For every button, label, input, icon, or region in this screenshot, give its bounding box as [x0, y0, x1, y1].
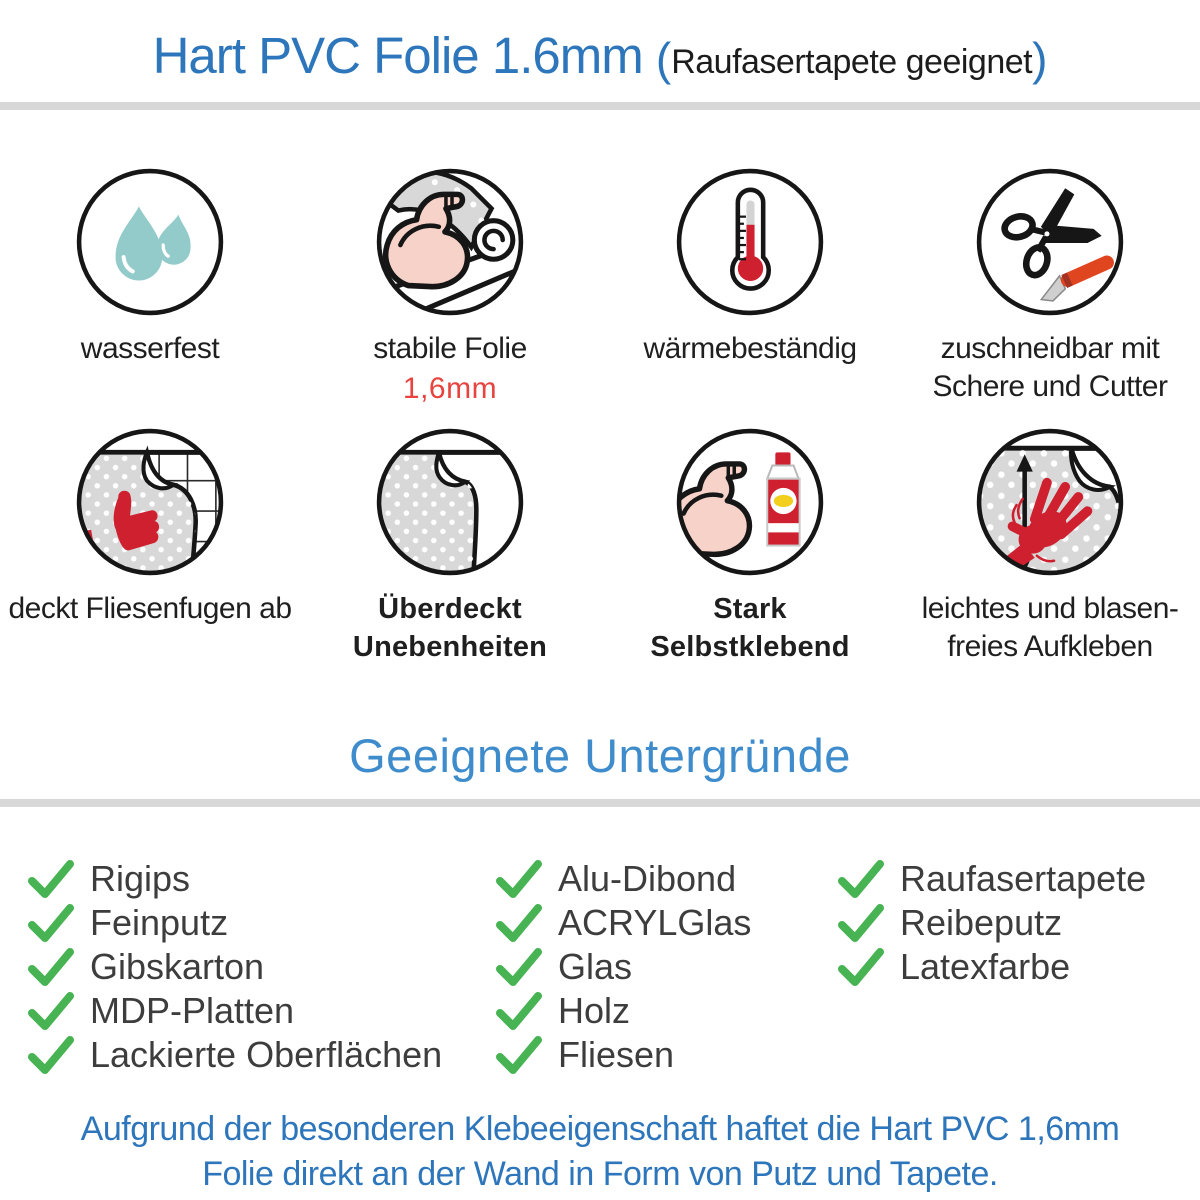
substrate-item: Latexfarbe [838, 945, 1200, 989]
substrate-item: Alu-Dibond [496, 857, 838, 901]
title-main: Hart PVC Folie 1.6mm [152, 27, 656, 84]
check-icon [496, 860, 542, 898]
substrate-label: Glas [558, 946, 633, 987]
substrate-label: ACRYLGlas [558, 902, 752, 943]
page-title: Hart PVC Folie 1.6mm (Raufasertapete gee… [0, 0, 1200, 86]
substrate-item: MDP-Platten [28, 989, 496, 1033]
feature-caption: leichtes und blasen- freies Aufkleben [921, 592, 1179, 663]
feature-stabile-folie: stabile Folie 1,6mm [373, 166, 527, 406]
check-icon [28, 948, 74, 986]
feature-caption: Überdeckt Unebenheiten [352, 593, 548, 663]
check-icon [496, 904, 542, 942]
divider-bar-middle [0, 799, 1200, 807]
substrate-label: MDP-Platten [90, 990, 295, 1031]
substrates-list: Rigips Feinputz Gibskarton MDP-Platten L… [0, 857, 1200, 1077]
dotted-foil-fold-icon [374, 426, 526, 578]
substrate-label: Reibeputz [900, 902, 1063, 943]
water-drops-icon [74, 166, 226, 318]
feature-caption: stabile Folie [373, 332, 527, 365]
substrate-label: Raufasertapete [900, 858, 1147, 899]
substrate-label: Holz [558, 990, 631, 1031]
title-paren-close: ) [1032, 33, 1048, 85]
substrate-item: Raufasertapete [838, 857, 1200, 901]
feature-unebenheiten: Überdeckt Unebenheiten [353, 426, 547, 666]
feature-row-2: deckt Fliesenfugen ab [0, 426, 1200, 666]
substrate-label: Fliesen [558, 1034, 675, 1075]
feature-caption: deckt Fliesenfugen ab [8, 592, 292, 625]
check-icon [496, 992, 542, 1030]
divider-bar-top [0, 102, 1200, 110]
substrate-label: Latexfarbe [900, 946, 1071, 987]
substrate-label: Gibskarton [90, 946, 265, 987]
title-paren-text: Raufasertapete geeignet [671, 43, 1033, 81]
substrates-heading: Geeignete Untergründe [349, 729, 851, 782]
feature-subcaption: 1,6mm [402, 372, 498, 405]
feature-caption: wärmebeständig [643, 332, 857, 365]
check-icon [496, 1036, 542, 1074]
substrate-item: Feinputz [28, 901, 496, 945]
check-icon [28, 992, 74, 1030]
feature-selbstklebend: Stark Selbstklebend [650, 426, 849, 666]
feature-row-1: wasserfest [0, 166, 1200, 406]
feature-caption: wasserfest [80, 332, 220, 365]
check-icon [496, 948, 542, 986]
substrate-item: Rigips [28, 857, 496, 901]
muscle-arm-foil-roll-icon [374, 166, 526, 318]
substrate-label: Feinputz [90, 902, 229, 943]
feature-aufkleben: leichtes und blasen- freies Aufkleben [922, 426, 1179, 666]
substrate-item: Holz [496, 989, 838, 1033]
check-icon [28, 1036, 74, 1074]
hand-smoothing-foil-icon [974, 426, 1126, 578]
substrate-item: Gibskarton [28, 945, 496, 989]
substrate-item: Lackierte Oberflächen [28, 1033, 496, 1077]
feature-wasserfest: wasserfest [74, 166, 226, 406]
feature-caption: zuschneidbar mit Schere und Cutter [932, 332, 1168, 403]
substrate-label: Lackierte Oberflächen [90, 1034, 443, 1075]
check-icon [28, 860, 74, 898]
scissors-and-cutter-icon [974, 166, 1126, 318]
thumbs-up-tile-joints-icon [74, 426, 226, 578]
check-icon [28, 904, 74, 942]
muscle-arm-glue-tube-icon [674, 426, 826, 578]
title-paren-open: ( [655, 33, 672, 85]
substrate-item: Glas [496, 945, 838, 989]
check-icon [838, 948, 884, 986]
substrate-item: Reibeputz [838, 901, 1200, 945]
feature-caption: Stark Selbstklebend [650, 593, 850, 663]
substrate-item: ACRYLGlas [496, 901, 838, 945]
feature-zuschneidbar: zuschneidbar mit Schere und Cutter [933, 166, 1168, 406]
check-icon [838, 860, 884, 898]
thermometer-icon [674, 166, 826, 318]
substrate-label: Alu-Dibond [558, 858, 737, 899]
check-icon [838, 904, 884, 942]
feature-waermebestaendig: wärmebeständig [643, 166, 857, 406]
substrate-label: Rigips [90, 858, 191, 899]
substrate-item: Fliesen [496, 1033, 838, 1077]
footer-note: Aufgrund der besonderen Klebeeigenschaft… [80, 1110, 1120, 1193]
feature-fliesenfugen: deckt Fliesenfugen ab [8, 426, 292, 666]
